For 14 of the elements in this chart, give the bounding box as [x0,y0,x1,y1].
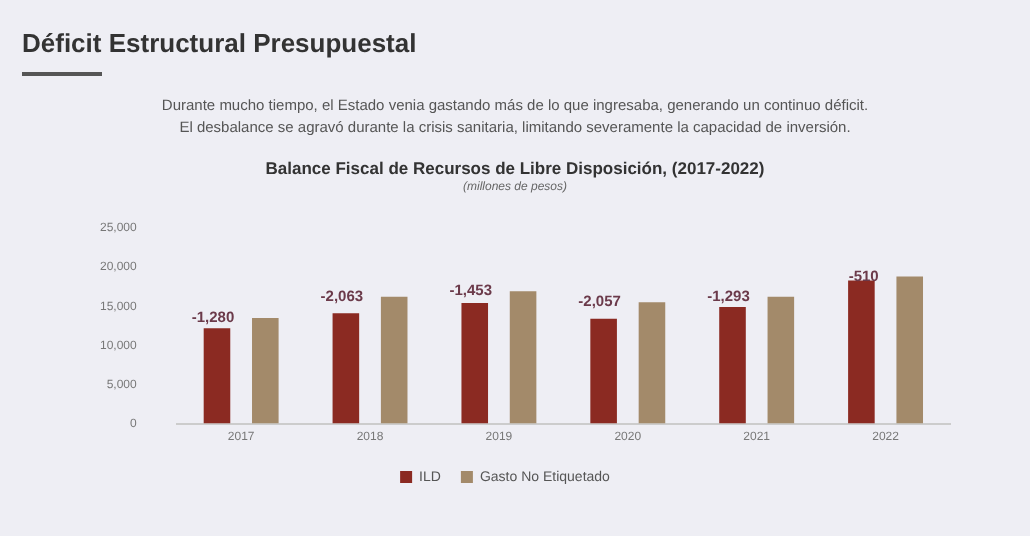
bar [590,318,617,424]
bar [767,296,795,424]
bar [896,276,924,424]
bar [719,307,746,424]
bar [509,291,537,424]
text: Déficit Estructural Presupuestal [22,28,417,58]
chart-title: Balance Fiscal de Recursos de Libre Disposición, (2017-2022) [263,158,767,178]
bar [638,302,666,424]
bar [252,317,279,424]
bar [332,313,360,424]
bar [380,296,408,424]
bar [461,303,489,424]
bar [203,328,231,424]
bar [848,280,875,424]
